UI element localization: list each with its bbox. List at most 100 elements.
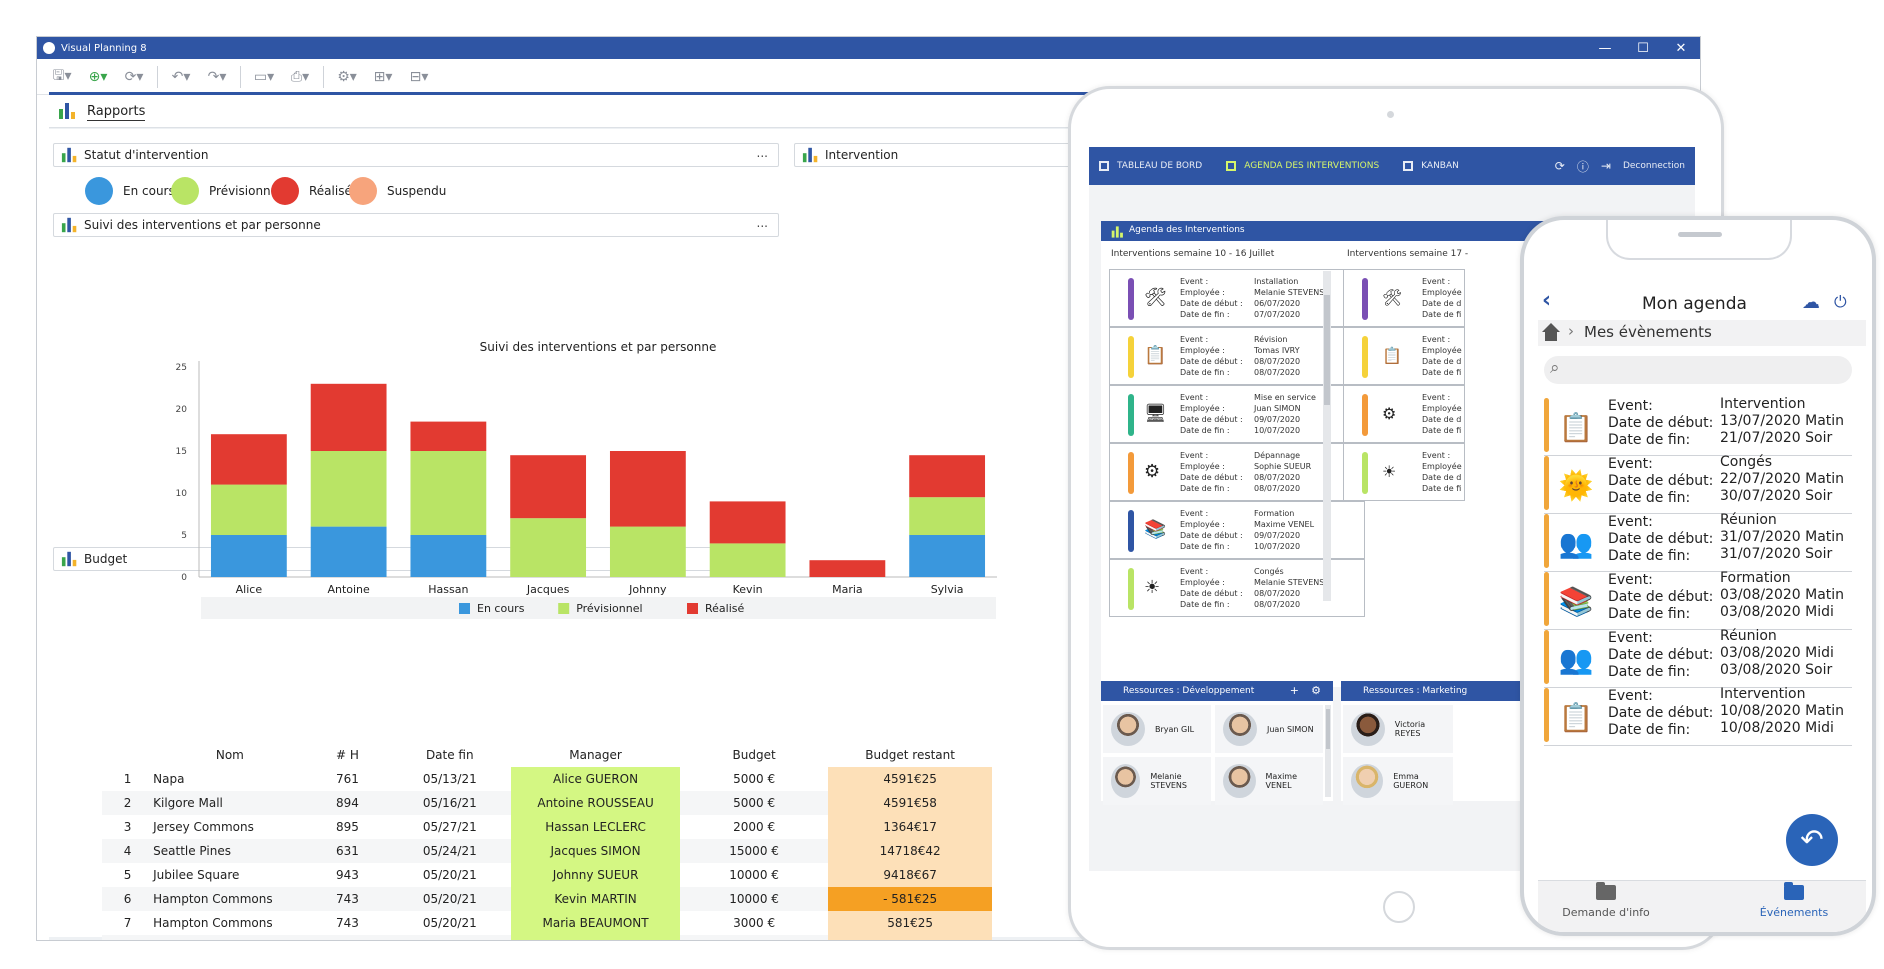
resources-dev-list: Bryan GIL Juan SIMON Melanie STEVENS Max… xyxy=(1101,701,1333,805)
intervention-card[interactable]: ☀ Event : Employée Date de d Date de fi xyxy=(1343,443,1465,501)
minimize-button[interactable]: — xyxy=(1598,40,1612,56)
col-budget-restant[interactable]: Budget restant xyxy=(865,748,955,762)
close-button[interactable]: ✕ xyxy=(1675,40,1687,56)
resources-scrollbar[interactable] xyxy=(1325,705,1331,797)
tablet-home-button[interactable] xyxy=(1383,891,1415,923)
bottom-tab-bar: Demande d'info Événements xyxy=(1538,880,1866,932)
tablet-camera xyxy=(1387,111,1394,118)
resource-person[interactable]: Victoria REYES xyxy=(1343,705,1453,753)
power-icon[interactable]: ⏻ xyxy=(1834,292,1847,311)
col-hours[interactable]: # H xyxy=(336,748,359,762)
bar-r-alis--hassan xyxy=(410,421,487,451)
statut-more-button[interactable]: ... xyxy=(756,146,768,160)
bar-en-cours-antoine xyxy=(310,526,387,577)
card-keys: Event : Employée : Date de début : Date … xyxy=(1180,393,1243,435)
event-list-item[interactable]: 📋 Event: Date de début: Date de fin: Inter… xyxy=(1544,396,1852,456)
statut-legend-item: En cours xyxy=(85,177,175,205)
col-manager[interactable]: Manager xyxy=(569,748,622,762)
home-icon[interactable] xyxy=(1542,323,1560,341)
row-index-cell: 7 xyxy=(123,916,132,930)
filter-icon[interactable]: ⊞▾ xyxy=(373,68,393,85)
intervention-card[interactable]: 🖥 Event : Employée : Date de début : Date… xyxy=(1109,385,1365,443)
settings-icon[interactable]: ⚙▾ xyxy=(337,68,357,85)
x-tick-label: Maria xyxy=(832,583,863,596)
table-row[interactable]: 5 Jubilee Square 943 05/20/21 Johnny SUEUR 10… xyxy=(102,863,992,887)
table-row[interactable]: 2 Kilgore Mall 894 05/16/21 Antoine ROUSSEAU… xyxy=(102,791,992,815)
monitor-icon[interactable]: ▭▾ xyxy=(253,68,275,85)
status-bar xyxy=(1362,394,1368,436)
back-icon[interactable]: ‹ xyxy=(1542,288,1552,313)
redo-icon[interactable]: ↷▾ xyxy=(207,68,227,85)
intervention-card[interactable]: ⚙ Event : Employée Date de d Date de fi xyxy=(1343,385,1465,443)
budget-cell: 4500 € xyxy=(679,935,829,940)
event-list-item[interactable]: 🌞 Event: Date de début: Date de fin: Congé… xyxy=(1544,454,1852,514)
intervention-card[interactable]: 📋 Event : Employée : Date de début : Date… xyxy=(1109,327,1365,385)
suivi-more-button[interactable]: ... xyxy=(756,216,768,230)
tab-evenements[interactable]: Événements xyxy=(1734,882,1854,919)
table-row[interactable]: 3 Jersey Commons 895 05/27/21 Hassan LECLERC… xyxy=(102,815,992,839)
checklist-icon: 📋 xyxy=(1382,346,1402,365)
table-row[interactable]: 7 Hampton Commons 743 05/20/21 Maria BEAUMON… xyxy=(102,911,992,935)
print-icon[interactable]: ⎙▾ xyxy=(290,68,310,85)
y-tick-label: 5 xyxy=(181,531,187,541)
resource-settings-icon[interactable]: ⚙ xyxy=(1311,684,1321,697)
resource-person[interactable]: Melanie STEVENS xyxy=(1103,757,1211,805)
logout-link[interactable]: Deconnection xyxy=(1622,161,1685,171)
statut-legend-item: Prévisionnel xyxy=(171,177,281,205)
add-icon[interactable]: ⊕▾ xyxy=(88,68,108,85)
col-budget[interactable]: Budget xyxy=(732,748,776,762)
event-list-item[interactable]: 📋 Event: Date de début: Date de fin: Inter… xyxy=(1544,686,1852,746)
status-bar xyxy=(1362,336,1368,378)
report-icon xyxy=(59,103,77,119)
info-icon[interactable]: ⓘ xyxy=(1576,159,1589,174)
logout-icon[interactable]: ⇥ xyxy=(1600,159,1611,173)
budget-cell: 10000 € xyxy=(679,887,829,911)
intervention-card[interactable]: ☀ Event : Employée : Date de début : Date… xyxy=(1109,559,1365,617)
tab-agenda-interventions[interactable]: AGENDA DES INTERVENTIONS xyxy=(1226,161,1379,171)
table-row[interactable]: 4 Seattle Pines 631 05/24/21 Jacques SIMON 15… xyxy=(102,839,992,863)
search-input[interactable]: ⌕ xyxy=(1544,356,1852,384)
cloud-icon[interactable]: ☁ xyxy=(1802,292,1820,313)
card-keys: Event : Employée Date de d Date de fi xyxy=(1422,393,1462,435)
refresh-icon[interactable]: ⟳ xyxy=(1554,159,1565,173)
phone-header: ‹ Mon agenda ☁ ⏻ xyxy=(1538,270,1866,322)
event-values: Réunion 03/08/2020 Midi 03/08/2020 Soir xyxy=(1720,628,1834,678)
filter-alt-icon[interactable]: ⊟▾ xyxy=(409,68,429,85)
bar-pr-visionnel-jacques xyxy=(510,518,587,577)
add-resource-icon[interactable]: + xyxy=(1289,684,1299,697)
intervention-card[interactable]: ⚙ Event : Employée : Date de début : Date… xyxy=(1109,443,1365,501)
tab-rapports[interactable]: Rapports xyxy=(49,92,1149,128)
table-row[interactable]: 6 Hampton Commons 743 05/20/21 Kevin MARTIN 1… xyxy=(102,887,992,911)
event-list-item[interactable]: 📚 Event: Date de début: Date de fin: Forma… xyxy=(1544,570,1852,630)
intervention-card[interactable]: 🛠 Event : Employée Date de d Date de fi xyxy=(1343,269,1465,327)
x-tick-label: Kevin xyxy=(733,583,763,596)
status-dot-previsionnel xyxy=(171,177,199,205)
phone-device: ‹ Mon agenda ☁ ⏻ › Mes évènements ⌕ 📋 Eve… xyxy=(1520,216,1876,936)
resource-person[interactable]: Juan SIMON xyxy=(1215,705,1323,753)
resource-person[interactable]: Bryan GIL xyxy=(1103,705,1211,753)
resource-person[interactable]: Maxime VENEL xyxy=(1215,757,1323,805)
avatar xyxy=(1111,764,1141,798)
maximize-button[interactable]: ☐ xyxy=(1637,40,1649,56)
intervention-card[interactable]: 📚 Event : Employée : Date de début : Date… xyxy=(1109,501,1365,559)
intervention-card[interactable]: 📋 Event : Employée Date de d Date de fi xyxy=(1343,327,1465,385)
person-name: Bryan GIL xyxy=(1155,724,1195,734)
refresh-icon[interactable]: ⟳▾ xyxy=(124,68,144,85)
tab-demande-info[interactable]: Demande d'info xyxy=(1546,882,1666,919)
table-row[interactable]: 8Napa14305/16/21Sylvia CORTEZ4500 €881€2… xyxy=(102,935,992,940)
undo-icon[interactable]: ↶▾ xyxy=(171,68,191,85)
col-date-fin[interactable]: Date fin xyxy=(425,748,474,762)
event-list-item[interactable]: 👥 Event: Date de début: Date de fin: Réuni… xyxy=(1544,628,1852,688)
resource-person[interactable]: Emma GUERON xyxy=(1343,757,1453,805)
tab-kanban[interactable]: KANBAN xyxy=(1403,161,1459,171)
reply-button[interactable]: ↶ xyxy=(1786,814,1838,866)
tab-tableau-de-bord[interactable]: TABLEAU DE BORD xyxy=(1099,161,1202,171)
col-nom[interactable]: Nom xyxy=(215,748,244,762)
avatar xyxy=(1223,764,1256,798)
table-row[interactable]: 1 Napa 761 05/13/21 Alice GUERON 5000 € 4591€2… xyxy=(102,767,992,791)
agenda-scrollbar[interactable] xyxy=(1323,271,1331,601)
save-icon[interactable]: 🖫▾ xyxy=(52,67,72,84)
card-keys: Event : Employée : Date de début : Date … xyxy=(1180,335,1243,377)
event-list-item[interactable]: 👥 Event: Date de début: Date de fin: Réuni… xyxy=(1544,512,1852,572)
intervention-card[interactable]: 🛠 Event : Employée : Date de début : Date… xyxy=(1109,269,1365,327)
